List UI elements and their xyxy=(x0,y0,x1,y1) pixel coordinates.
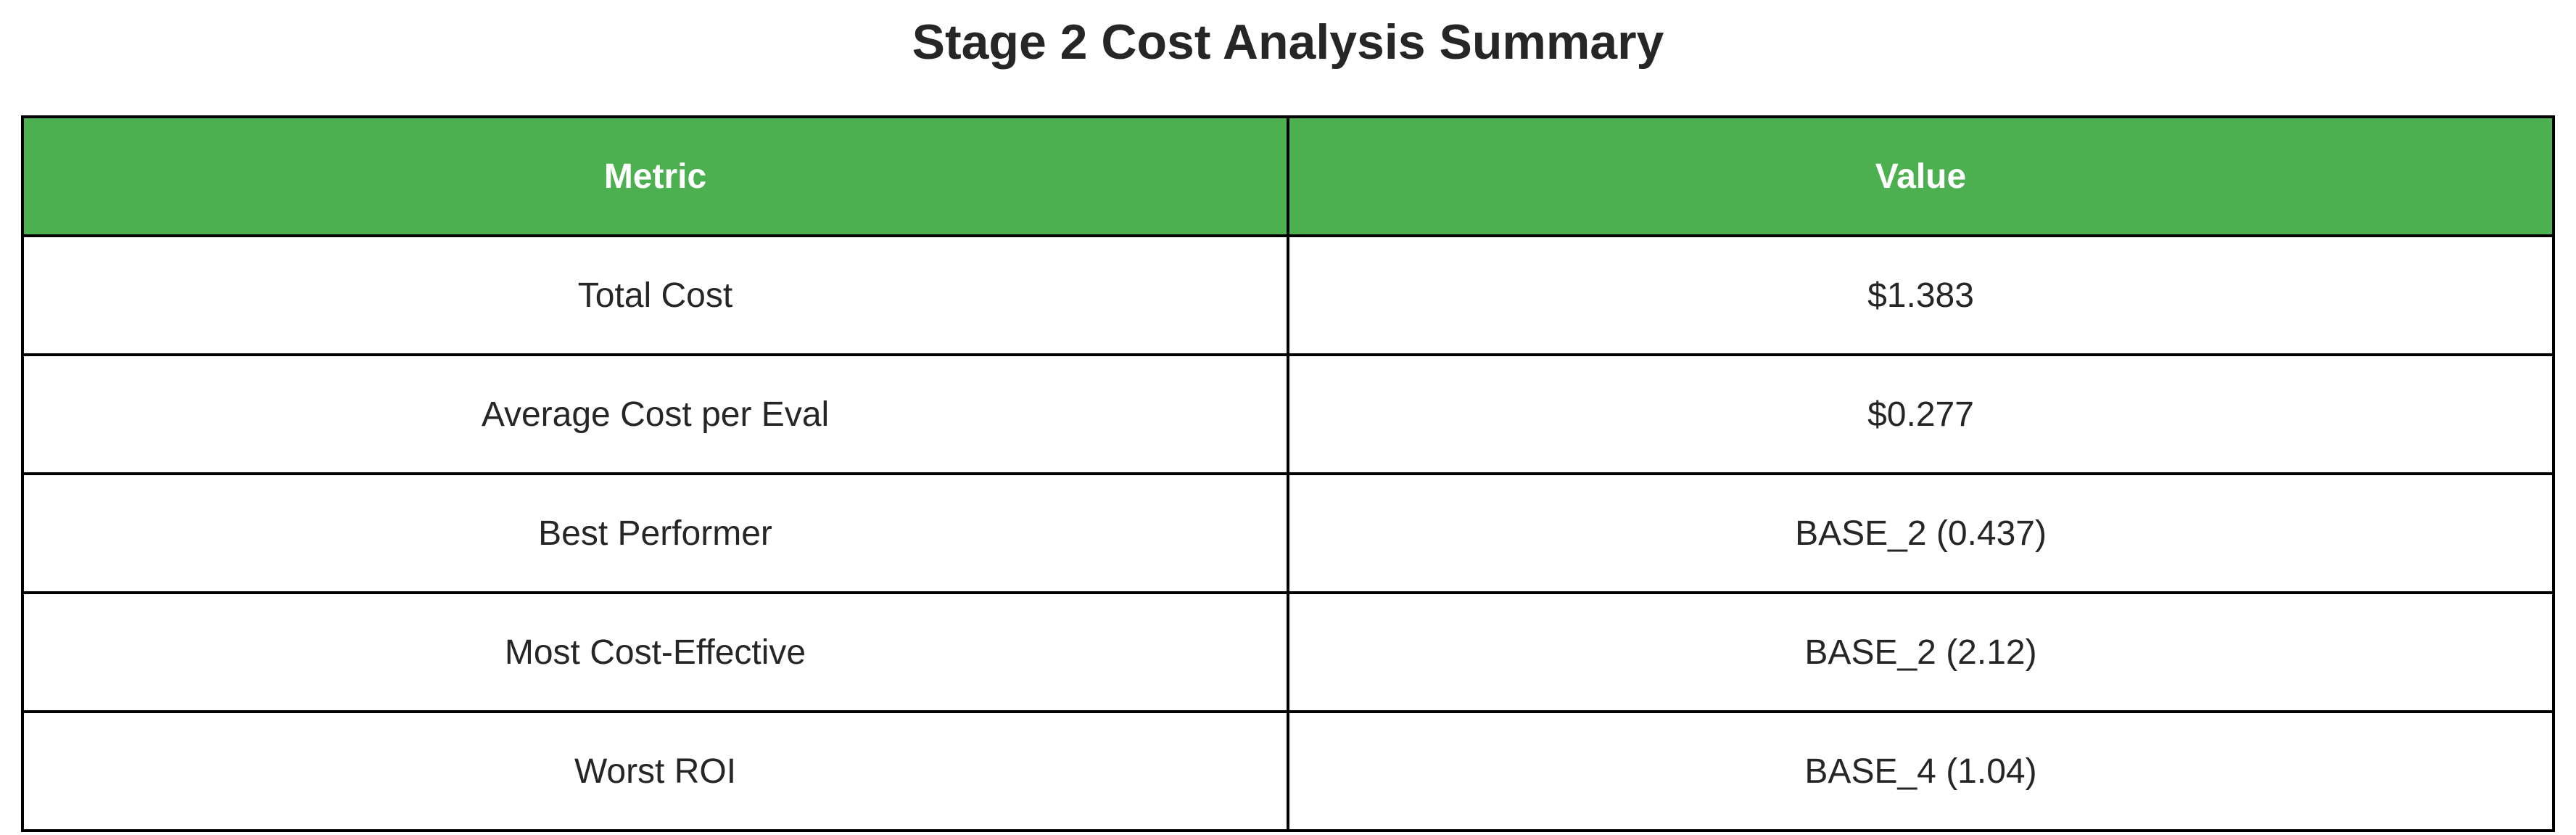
table-title: Stage 2 Cost Analysis Summary xyxy=(912,15,1664,70)
value-cell: BASE_2 (2.12) xyxy=(1287,591,2555,713)
metric-cell: Most Cost-Effective xyxy=(21,591,1289,713)
table-row: Most Cost-Effective BASE_2 (2.12) xyxy=(21,591,2555,713)
metric-cell: Total Cost xyxy=(21,234,1289,356)
value-cell: $1.383 xyxy=(1287,234,2555,356)
table-row: Worst ROI BASE_4 (1.04) xyxy=(21,710,2555,832)
column-header-value: Value xyxy=(1287,115,2555,237)
metric-cell: Best Performer xyxy=(21,472,1289,594)
metric-cell: Average Cost per Eval xyxy=(21,353,1289,475)
value-cell: $0.277 xyxy=(1287,353,2555,475)
table-row: Best Performer BASE_2 (0.437) xyxy=(21,472,2555,594)
cost-summary-table: Metric Value Total Cost $1.383 Average C… xyxy=(21,115,2555,832)
value-cell: BASE_2 (0.437) xyxy=(1287,472,2555,594)
table-row: Total Cost $1.383 xyxy=(21,234,2555,356)
column-header-metric: Metric xyxy=(21,115,1289,237)
header-row: Metric Value xyxy=(21,115,2555,237)
summary-table-container: Metric Value Total Cost $1.383 Average C… xyxy=(21,115,2555,832)
value-cell: BASE_4 (1.04) xyxy=(1287,710,2555,832)
table-row: Average Cost per Eval $0.277 xyxy=(21,353,2555,475)
metric-cell: Worst ROI xyxy=(21,710,1289,832)
